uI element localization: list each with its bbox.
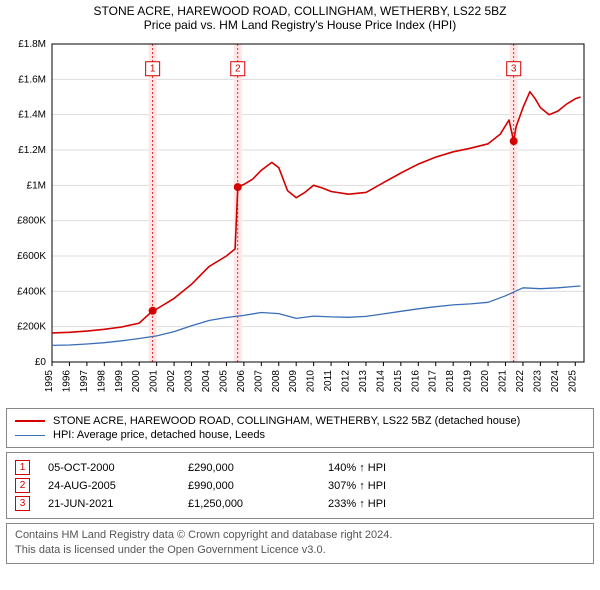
svg-text:2011: 2011: [323, 370, 334, 392]
chart: £0 £200K £400K £600K £800K £1M £1.2M £1.4M £1.6M…: [6, 38, 594, 404]
sale-pct: 140% ↑ HPI: [328, 462, 478, 474]
svg-text:£800K: £800K: [17, 216, 46, 227]
svg-text:2: 2: [235, 64, 241, 75]
svg-text:2022: 2022: [515, 370, 526, 393]
sales-table: 1 05-OCT-2000 £290,000 140% ↑ HPI 2 24-A…: [6, 452, 594, 519]
svg-text:1999: 1999: [114, 370, 125, 393]
svg-text:2016: 2016: [410, 370, 421, 393]
svg-text:2021: 2021: [498, 370, 509, 393]
svg-text:£1M: £1M: [27, 180, 46, 191]
footnote-line: This data is licensed under the Open Gov…: [15, 543, 585, 558]
sale-price: £990,000: [188, 480, 328, 492]
svg-text:£200K: £200K: [17, 322, 46, 333]
svg-text:£1.8M: £1.8M: [18, 39, 46, 50]
svg-text:2006: 2006: [236, 370, 247, 393]
legend-swatch: [15, 435, 45, 436]
footnote: Contains HM Land Registry data © Crown c…: [6, 523, 594, 564]
svg-text:1997: 1997: [79, 370, 90, 393]
sales-row: 2 24-AUG-2005 £990,000 307% ↑ HPI: [15, 478, 585, 493]
svg-text:2010: 2010: [306, 370, 317, 393]
title-address: STONE ACRE, HAREWOOD ROAD, COLLINGHAM, W…: [6, 4, 594, 18]
legend-item: STONE ACRE, HAREWOOD ROAD, COLLINGHAM, W…: [15, 415, 585, 427]
svg-text:2005: 2005: [218, 370, 229, 393]
svg-text:2000: 2000: [131, 370, 142, 393]
sale-index-box: 3: [15, 496, 30, 511]
title-subtitle: Price paid vs. HM Land Registry's House …: [6, 18, 594, 32]
svg-text:£1.2M: £1.2M: [18, 145, 46, 156]
legend-swatch: [15, 420, 45, 422]
sale-date: 24-AUG-2005: [48, 480, 188, 492]
sale-pct: 307% ↑ HPI: [328, 480, 478, 492]
sales-row: 3 21-JUN-2021 £1,250,000 233% ↑ HPI: [15, 496, 585, 511]
sale-date: 05-OCT-2000: [48, 462, 188, 474]
sale-date: 21-JUN-2021: [48, 498, 188, 510]
title-block: STONE ACRE, HAREWOOD ROAD, COLLINGHAM, W…: [6, 4, 594, 32]
footnote-line: Contains HM Land Registry data © Crown c…: [15, 528, 585, 543]
svg-text:2023: 2023: [532, 370, 543, 393]
legend-item: HPI: Average price, detached house, Leed…: [15, 429, 585, 441]
legend-label: STONE ACRE, HAREWOOD ROAD, COLLINGHAM, W…: [53, 415, 520, 427]
svg-text:£1.6M: £1.6M: [18, 74, 46, 85]
svg-text:2020: 2020: [480, 370, 491, 393]
svg-text:2004: 2004: [201, 370, 212, 393]
svg-text:2002: 2002: [166, 370, 177, 393]
svg-text:2018: 2018: [445, 370, 456, 393]
svg-text:2014: 2014: [375, 370, 386, 393]
svg-text:2001: 2001: [149, 370, 160, 393]
svg-text:1995: 1995: [44, 370, 55, 393]
svg-text:2015: 2015: [393, 370, 404, 393]
svg-text:£400K: £400K: [17, 286, 46, 297]
sale-index-box: 2: [15, 478, 30, 493]
legend-label: HPI: Average price, detached house, Leed…: [53, 429, 265, 441]
svg-text:2009: 2009: [288, 370, 299, 393]
svg-text:£0: £0: [35, 357, 47, 368]
svg-text:£1.4M: £1.4M: [18, 110, 46, 121]
svg-text:2024: 2024: [550, 370, 561, 393]
sale-price: £290,000: [188, 462, 328, 474]
chart-svg: £0 £200K £400K £600K £800K £1M £1.2M £1.4M £1.6M…: [6, 38, 594, 404]
svg-text:2007: 2007: [253, 370, 264, 393]
sales-row: 1 05-OCT-2000 £290,000 140% ↑ HPI: [15, 460, 585, 475]
svg-text:1: 1: [150, 64, 156, 75]
sale-price: £1,250,000: [188, 498, 328, 510]
svg-text:1998: 1998: [96, 370, 107, 393]
svg-text:2012: 2012: [341, 370, 352, 393]
svg-text:1996: 1996: [61, 370, 72, 393]
svg-text:2013: 2013: [358, 370, 369, 393]
svg-text:2025: 2025: [567, 370, 578, 393]
sale-pct: 233% ↑ HPI: [328, 498, 478, 510]
svg-text:2008: 2008: [271, 370, 282, 393]
svg-text:2017: 2017: [428, 370, 439, 393]
svg-text:£600K: £600K: [17, 251, 46, 262]
svg-text:3: 3: [511, 64, 517, 75]
sale-index-box: 1: [15, 460, 30, 475]
svg-text:2003: 2003: [184, 370, 195, 393]
svg-text:2019: 2019: [463, 370, 474, 393]
legend: STONE ACRE, HAREWOOD ROAD, COLLINGHAM, W…: [6, 408, 594, 448]
page: STONE ACRE, HAREWOOD ROAD, COLLINGHAM, W…: [0, 0, 600, 570]
